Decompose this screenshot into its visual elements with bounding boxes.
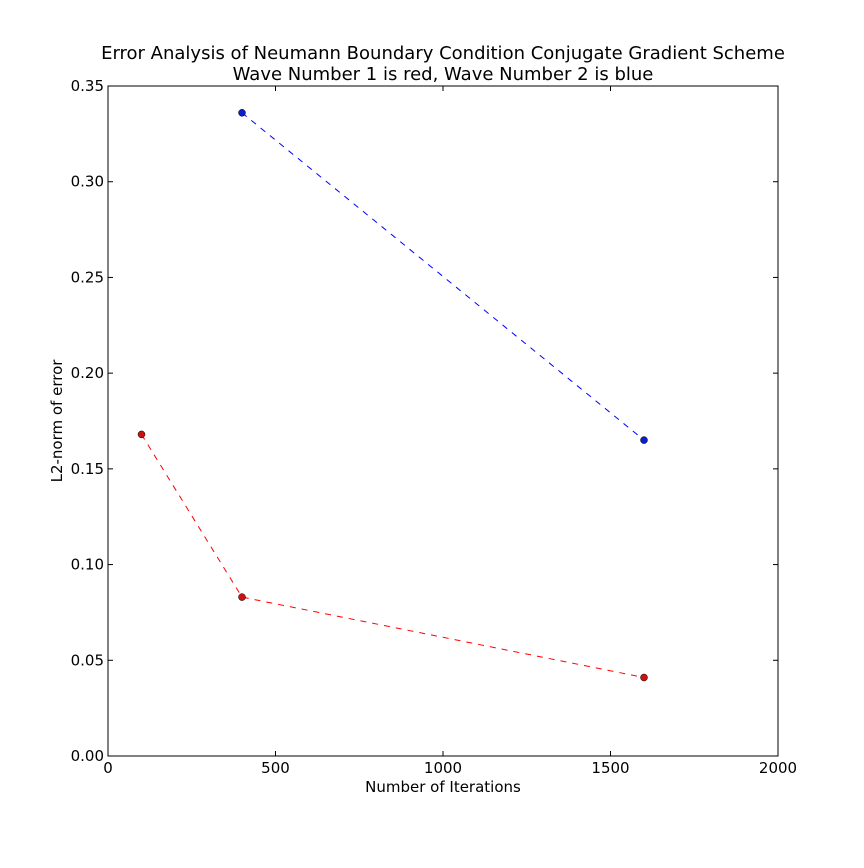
x-axis-label: Number of Iterations <box>365 778 521 796</box>
chart-title: Error Analysis of Neumann Boundary Condi… <box>101 43 785 64</box>
x-tick-label: 0 <box>103 759 113 777</box>
y-tick-label: 0.35 <box>71 77 104 95</box>
series-2-point <box>238 109 246 117</box>
y-tick-label: 0.00 <box>71 747 104 765</box>
y-tick-label: 0.05 <box>71 651 104 669</box>
y-tick-label: 0.10 <box>71 556 104 574</box>
y-tick-label: 0.15 <box>71 460 104 478</box>
series-1-line <box>141 434 645 678</box>
series-1-point <box>238 593 246 601</box>
y-axis-label: L2-norm of error <box>48 359 66 483</box>
series-layer <box>137 109 648 682</box>
series-2 <box>238 109 648 444</box>
tick-layer: 0 500 1000 1500 2000 0.00 0.05 0.10 0.15 0.20 0.25… <box>71 77 798 777</box>
series-1-point <box>137 430 146 439</box>
series-2-line <box>241 112 645 441</box>
series-1 <box>137 430 648 682</box>
chart-subtitle: Wave Number 1 is red, Wave Number 2 is b… <box>233 64 654 85</box>
series-2-point <box>640 436 648 444</box>
x-tick-label: 1000 <box>424 759 462 777</box>
plot-frame <box>107 85 779 757</box>
x-tick-label: 2000 <box>759 759 797 777</box>
y-tick-label: 0.20 <box>71 364 104 382</box>
x-tick-label: 500 <box>261 759 290 777</box>
x-tick-label: 1500 <box>591 759 629 777</box>
y-tick-label: 0.25 <box>71 268 104 286</box>
plot-area <box>108 86 778 756</box>
series-1-point <box>640 673 648 682</box>
y-tick-label: 0.30 <box>71 173 104 191</box>
